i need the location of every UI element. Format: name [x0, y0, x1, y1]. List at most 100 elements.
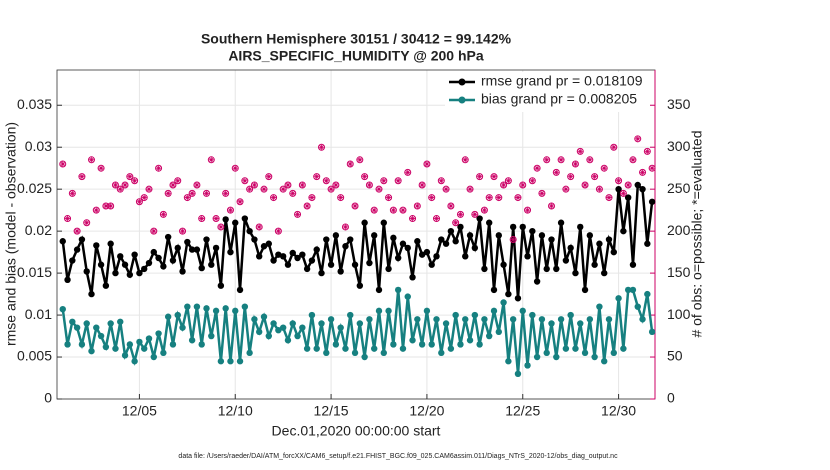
- count-point: [59, 160, 67, 168]
- count-point: [389, 206, 397, 214]
- data-point: [155, 254, 162, 262]
- count-point: [342, 224, 348, 230]
- count-point: [92, 206, 100, 214]
- count-point: [65, 216, 71, 222]
- data-point: [299, 324, 306, 331]
- count-point: [443, 186, 449, 192]
- data-point: [289, 320, 296, 327]
- count-point: [510, 237, 516, 243]
- count-point: [491, 174, 497, 180]
- data-point: [270, 257, 277, 264]
- count-point: [117, 186, 123, 192]
- count-point: [183, 194, 191, 202]
- data-point: [562, 345, 570, 352]
- data-point: [303, 345, 311, 352]
- count-point: [64, 215, 72, 223]
- data-point: [399, 240, 407, 247]
- count-point: [159, 210, 167, 218]
- data-point: [83, 320, 90, 327]
- data-point: [256, 328, 263, 336]
- count-point: [615, 177, 623, 185]
- data-point: [241, 215, 249, 222]
- count-point: [156, 165, 162, 171]
- data-point: [69, 318, 76, 325]
- count-point: [175, 178, 181, 184]
- data-point: [236, 286, 244, 294]
- count-point: [146, 186, 152, 192]
- count-point: [562, 185, 570, 193]
- data-point: [136, 269, 143, 277]
- data-point: [356, 282, 364, 289]
- count-point: [399, 206, 407, 214]
- count-point: [261, 186, 267, 192]
- count-point: [319, 144, 324, 150]
- data-point: [529, 311, 536, 319]
- count-point: [501, 182, 507, 188]
- data-point: [126, 341, 134, 348]
- count-point: [519, 181, 527, 189]
- data-point: [500, 261, 507, 268]
- data-point: [471, 311, 479, 319]
- count-point: [640, 169, 646, 175]
- data-point: [318, 269, 325, 277]
- count-point: [135, 198, 143, 206]
- count-point: [270, 194, 278, 202]
- data-point: [78, 236, 86, 243]
- count-point: [88, 156, 95, 164]
- count-point: [572, 161, 578, 167]
- count-point: [390, 207, 396, 213]
- data-point: [164, 313, 172, 320]
- count-point: [442, 185, 450, 193]
- count-point: [616, 178, 622, 184]
- data-point: [347, 311, 354, 319]
- data-point: [433, 253, 440, 260]
- data-point: [69, 257, 76, 264]
- count-point: [625, 182, 631, 188]
- data-point: [284, 337, 292, 344]
- count-point: [298, 181, 306, 189]
- count-point: [534, 165, 540, 171]
- data-point: [514, 370, 522, 378]
- count-point: [577, 148, 583, 154]
- count-point: [587, 157, 593, 163]
- data-point: [438, 349, 445, 357]
- count-point: [255, 223, 263, 231]
- y-tick-label: 0.035: [17, 96, 52, 112]
- count-point: [405, 169, 411, 175]
- data-point: [423, 307, 431, 315]
- data-point: [418, 251, 426, 258]
- data-point: [327, 316, 335, 323]
- data-point: [284, 261, 292, 268]
- data-point: [337, 324, 344, 331]
- data-point: [150, 248, 157, 256]
- data-point: [648, 328, 656, 336]
- data-point: [222, 305, 229, 312]
- count-point: [543, 156, 551, 164]
- data-point: [208, 261, 215, 268]
- data-point: [308, 311, 316, 319]
- count-point: [280, 186, 286, 192]
- data-point: [586, 232, 594, 239]
- count-point: [576, 147, 584, 155]
- data-point: [256, 253, 263, 260]
- count-point: [476, 173, 484, 181]
- y2-tick-label: 250: [667, 180, 691, 196]
- x-tick-label: 12/25: [505, 403, 540, 419]
- count-point: [644, 148, 650, 154]
- data-point: [289, 249, 296, 257]
- count-point: [495, 194, 503, 202]
- data-point: [591, 353, 598, 361]
- legend-box: [445, 72, 650, 112]
- data-point: [533, 353, 541, 361]
- data-point: [64, 276, 71, 284]
- count-point: [68, 189, 76, 197]
- series-line: [61, 182, 654, 299]
- data-point: [366, 259, 373, 267]
- count-point: [524, 206, 532, 214]
- count-point: [433, 215, 440, 223]
- data-point: [313, 246, 320, 253]
- x-tick-label: 12/15: [314, 403, 349, 419]
- count-point: [203, 189, 210, 197]
- data-point: [371, 345, 378, 352]
- count-point: [204, 190, 209, 196]
